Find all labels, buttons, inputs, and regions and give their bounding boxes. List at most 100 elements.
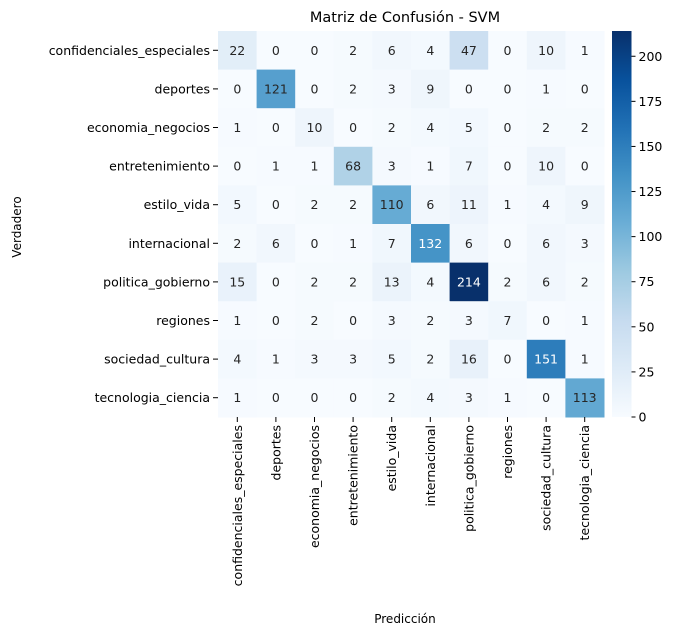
cell-value: 2 <box>233 236 241 251</box>
heatmap-cell <box>218 146 258 186</box>
cell-value: 1 <box>233 313 241 328</box>
cell-value: 1 <box>581 43 589 58</box>
cell-value: 151 <box>534 352 558 367</box>
heatmap-cell <box>488 31 528 71</box>
cell-value: 6 <box>426 197 434 212</box>
heatmap-cell <box>565 31 605 71</box>
heatmap-cell <box>372 262 412 302</box>
cell-value: 2 <box>349 197 357 212</box>
cell-value: 0 <box>349 390 357 405</box>
heatmap-cell <box>256 108 296 148</box>
cell-value: 2 <box>311 313 319 328</box>
heatmap-cell <box>488 224 528 264</box>
heatmap-cell <box>488 185 528 225</box>
y-tick-label: politica_gobierno <box>103 274 210 289</box>
heatmap-cells: 22 0 0 2 6 4 47 0 10 10 121 0 2 3 9 0 0 1 01 0 10 0 2 4 5 0 2 20 1 1 6… <box>218 31 605 418</box>
cell-value: 113 <box>573 390 597 405</box>
colorbar-tick-label: 150 <box>639 139 663 154</box>
heatmap-cell <box>218 262 258 302</box>
colorbar-tick-label: 25 <box>639 364 655 379</box>
heatmap-cell <box>256 378 296 418</box>
heatmap-cell <box>333 224 373 264</box>
cell-value: 2 <box>581 120 589 135</box>
x-tick-label: regiones <box>500 425 515 479</box>
heatmap-cell <box>411 69 451 109</box>
cell-value: 3 <box>581 236 589 251</box>
heatmap-cell <box>256 31 296 71</box>
heatmap-cell <box>449 69 489 109</box>
heatmap-cell <box>256 262 296 302</box>
heatmap-cell <box>526 378 566 418</box>
heatmap-cell <box>449 378 489 418</box>
heatmap-cell <box>333 262 373 302</box>
cell-value: 0 <box>311 43 319 58</box>
heatmap-cell <box>526 224 566 264</box>
y-tick-label: deportes <box>155 81 210 96</box>
x-tick-label: estilo_vida <box>384 425 399 491</box>
heatmap-cell <box>526 301 566 341</box>
cell-value: 0 <box>542 390 550 405</box>
cell-value: 1 <box>426 159 434 174</box>
heatmap-cell <box>372 108 412 148</box>
cell-value: 0 <box>465 81 473 96</box>
heatmap-cell <box>526 31 566 71</box>
colorbar-tick-label: 200 <box>639 49 663 64</box>
cell-value: 7 <box>388 236 396 251</box>
x-tick-label: sociedad_cultura <box>539 425 554 531</box>
heatmap-cell <box>449 301 489 341</box>
cell-value: 6 <box>388 43 396 58</box>
heatmap-cell <box>372 378 412 418</box>
heatmap-cell <box>488 378 528 418</box>
cell-value: 0 <box>504 120 512 135</box>
heatmap-cell <box>372 339 412 379</box>
heatmap-cell <box>295 185 335 225</box>
x-tick-label: entretenimiento <box>346 425 361 526</box>
cell-value: 5 <box>465 120 473 135</box>
cell-value: 4 <box>542 197 550 212</box>
heatmap-cell <box>218 224 258 264</box>
cell-value: 0 <box>504 81 512 96</box>
y-axis-label: Verdadero <box>10 196 24 257</box>
x-tick-label: economia_negocios <box>307 425 322 548</box>
heatmap-cell <box>218 185 258 225</box>
heatmap-cell <box>256 146 296 186</box>
heatmap-cell <box>526 185 566 225</box>
chart-title: Matriz de Confusión - SVM <box>310 10 500 26</box>
cell-value: 2 <box>388 390 396 405</box>
cell-value: 0 <box>349 313 357 328</box>
cell-value: 1 <box>542 81 550 96</box>
heatmap-cell <box>449 31 489 71</box>
colorbar-tick-label: 125 <box>639 184 663 199</box>
cell-value: 0 <box>311 390 319 405</box>
y-tick-label: economia_negocios <box>87 120 210 135</box>
heatmap-cell <box>372 224 412 264</box>
heatmap-cell <box>411 378 451 418</box>
cell-value: 2 <box>349 274 357 289</box>
heatmap-cell <box>295 224 335 264</box>
colorbar-tick-label: 75 <box>639 274 655 289</box>
colorbar-tick-label: 0 <box>639 410 647 425</box>
cell-value: 0 <box>272 274 280 289</box>
heatmap-cell <box>449 224 489 264</box>
heatmap-cell <box>295 301 335 341</box>
heatmap-cell <box>488 146 528 186</box>
cell-value: 4 <box>426 120 434 135</box>
heatmap-cell <box>333 108 373 148</box>
y-tick-label: tecnologia_ciencia <box>95 390 210 405</box>
heatmap-cell <box>449 146 489 186</box>
heatmap-cell <box>526 108 566 148</box>
x-tick-label: politica_gobierno <box>461 425 476 532</box>
heatmap-cell <box>295 69 335 109</box>
cell-value: 11 <box>461 197 477 212</box>
heatmap-cell <box>333 339 373 379</box>
cell-value: 2 <box>311 197 319 212</box>
cell-value: 7 <box>504 313 512 328</box>
y-tick-label: entretenimiento <box>109 159 210 174</box>
heatmap-cell <box>333 146 373 186</box>
heatmap-cell <box>411 301 451 341</box>
cell-value: 0 <box>504 159 512 174</box>
colorbar-tick-label: 50 <box>639 319 655 334</box>
heatmap-cell <box>218 301 258 341</box>
cell-value: 0 <box>233 81 241 96</box>
cell-value: 0 <box>272 197 280 212</box>
